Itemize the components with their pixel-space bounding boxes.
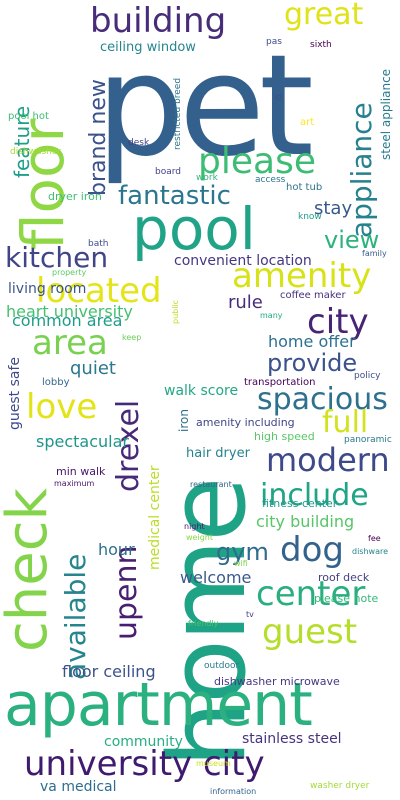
cloud-word: modern (266, 441, 390, 479)
cloud-word: hour (98, 540, 135, 559)
cloud-word: maximum (54, 479, 95, 488)
cloud-word: convenient location (174, 253, 312, 269)
cloud-word: dryer iron (48, 190, 102, 203)
cloud-word: hot tub (286, 182, 323, 193)
cloud-word: center (256, 574, 366, 614)
cloud-word: city building (256, 512, 355, 531)
cloud-word: art (300, 117, 315, 128)
cloud-word: full (322, 405, 369, 440)
cloud-word: public (171, 299, 180, 324)
cloud-word: gym (216, 538, 269, 566)
cloud-word: washer dryer (310, 781, 370, 791)
cloud-word: community (104, 734, 183, 750)
cloud-word: view (324, 226, 380, 254)
cloud-word: outdoor (204, 661, 240, 671)
cloud-word: steel appliance (379, 68, 393, 160)
cloud-word: tv (246, 610, 254, 619)
cloud-word: property (52, 268, 87, 277)
cloud-word: dog (280, 530, 344, 570)
cloud-word: sixth (310, 40, 332, 50)
cloud-word: roof deck (318, 571, 370, 584)
cloud-word: lobby (42, 377, 70, 388)
cloud-word: va medical (40, 779, 117, 795)
cloud-word: please (198, 141, 316, 182)
cloud-word: keep (122, 333, 142, 342)
cloud-word: heart university (6, 302, 133, 321)
cloud-word: coffee maker (280, 290, 346, 301)
cloud-word: home offer (268, 332, 356, 351)
cloud-word: common area (12, 311, 123, 330)
cloud-word: pet (96, 25, 314, 188)
cloud-word: spacious (257, 382, 388, 417)
cloud-word: check (0, 488, 60, 652)
cloud-word: pool (132, 195, 256, 263)
cloud-word: family (362, 249, 387, 258)
cloud-word: museum (196, 759, 231, 768)
cloud-word: guest safe (7, 356, 23, 430)
cloud-word: board (155, 167, 181, 177)
cloud-word: pool hot (8, 111, 49, 122)
cloud-word: fitness center (262, 497, 338, 510)
cloud-word: building (90, 1, 227, 41)
cloud-word: bath (88, 239, 109, 249)
cloud-word: work (196, 173, 218, 183)
cloud-word: transportation (244, 377, 316, 388)
cloud-word: dishwasher (10, 147, 62, 157)
cloud-word: provide (267, 349, 358, 377)
cloud-word: brand new (86, 79, 111, 196)
cloud-word: university city (24, 744, 265, 784)
cloud-word: wifi (234, 559, 248, 568)
cloud-word: friendly (188, 619, 219, 628)
cloud-word: quiet (70, 358, 116, 379)
cloud-word: guest (262, 612, 358, 652)
cloud-word: fee (368, 534, 381, 543)
cloud-word: city (307, 302, 369, 342)
cloud-word: please note (314, 592, 379, 605)
cloud-word: weight (186, 533, 213, 542)
cloud-word: id (274, 93, 283, 103)
cloud-word: hair dryer (186, 446, 250, 461)
cloud-word: stay (314, 198, 353, 219)
cloud-word: kitchen (5, 241, 109, 274)
cloud-word: fantastic (118, 181, 231, 211)
cloud-word: stainless steel (242, 731, 342, 747)
cloud-word: policy (354, 371, 381, 381)
cloud-word: restricted breed (173, 77, 183, 150)
cloud-word: welcome (180, 568, 252, 587)
cloud-word: area (32, 323, 108, 363)
cloud-word: amenity including (196, 416, 295, 429)
cloud-word: walk score (164, 383, 239, 399)
cloud-word: appliance (345, 102, 378, 238)
cloud-word: amenity (232, 256, 372, 296)
cloud-word: know (298, 212, 322, 222)
cloud-word: dishwasher microwave (214, 675, 340, 688)
cloud-word: love (26, 387, 98, 427)
cloud-word: iron (177, 409, 191, 432)
cloud-word: located (36, 271, 162, 311)
cloud-word: spectacular (36, 432, 129, 451)
cloud-word: include (260, 478, 369, 513)
cloud-word: pas (266, 37, 282, 47)
cloud-word: panoramic (344, 435, 392, 445)
cloud-word: rule (228, 292, 263, 313)
cloud-word: floor ceiling (62, 662, 156, 681)
cloud-word: high speed (254, 430, 315, 443)
cloud-word: night (184, 522, 205, 531)
cloud-word: access (255, 175, 286, 185)
cloud-word: min walk (56, 465, 106, 478)
cloud-word: many (260, 311, 283, 320)
cloud-word: upenn (109, 545, 144, 640)
cloud-word: medical center (147, 465, 163, 570)
cloud-word: great (284, 0, 364, 32)
cloud-word: restaurant (190, 480, 232, 489)
cloud-word: dishware (352, 547, 389, 556)
cloud-word: desk (128, 138, 150, 148)
cloud-word: information (210, 787, 257, 796)
cloud-word: living room (8, 281, 87, 297)
cloud-word: apartment (4, 670, 313, 740)
cloud-word: ceiling window (100, 40, 196, 55)
